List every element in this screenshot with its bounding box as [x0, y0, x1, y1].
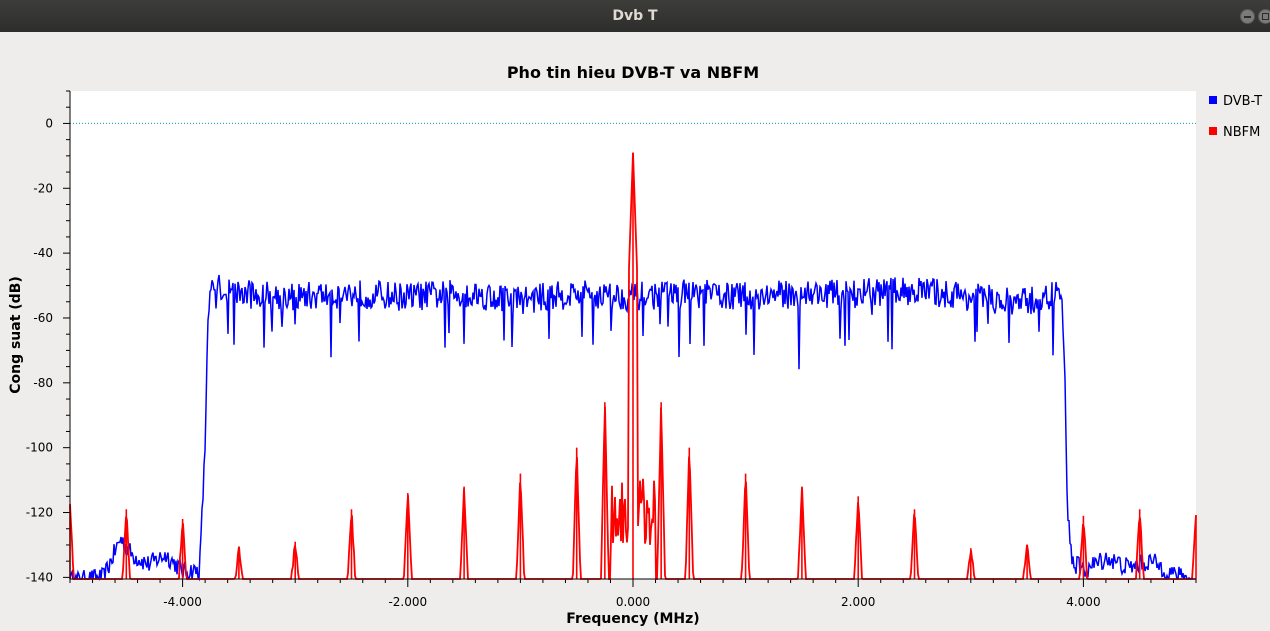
legend-swatch-dvbt: [1209, 96, 1217, 104]
x-tick-label: 0.000: [616, 595, 650, 609]
y-axis-title: Cong suat (dB): [8, 276, 24, 394]
chart-title: Pho tin hieu DVB-T va NBFM: [507, 63, 759, 82]
window-titlebar: Dvb T: [0, 0, 1270, 32]
legend: DVB-T NBFM: [1209, 94, 1262, 140]
x-tick-label: -4.000: [163, 595, 202, 609]
x-tick-label: -2.000: [388, 595, 427, 609]
y-tick-label: -100: [26, 441, 53, 455]
window-title: Dvb T: [612, 8, 658, 24]
legend-swatch-nbfm: [1209, 127, 1217, 135]
legend-label-nbfm[interactable]: NBFM: [1223, 125, 1260, 140]
y-tick-label: -140: [26, 570, 53, 584]
y-tick-label: -120: [26, 506, 53, 520]
minimize-icon[interactable]: [1240, 9, 1255, 24]
y-tick-label: -20: [33, 181, 53, 195]
spectrum-chart[interactable]: Pho tin hieu DVB-T va NBFM 0 -20 -40 -60 -80…: [0, 32, 1270, 631]
x-axis: -4.000 -2.000 0.000 2.000 4.000: [69, 579, 1197, 609]
maximize-icon[interactable]: [1258, 9, 1270, 24]
y-tick-label: -60: [33, 311, 53, 325]
y-axis: 0 -20 -40 -60 -80 -100 -120 -140: [26, 90, 70, 584]
y-tick-label: -80: [33, 376, 53, 390]
x-axis-title: Frequency (MHz): [566, 611, 699, 627]
x-tick-label: 4.000: [1066, 595, 1100, 609]
y-tick-label: 0: [45, 116, 53, 130]
y-tick-label: -40: [33, 246, 53, 260]
x-tick-label: 2.000: [841, 595, 875, 609]
legend-label-dvbt[interactable]: DVB-T: [1223, 94, 1262, 109]
